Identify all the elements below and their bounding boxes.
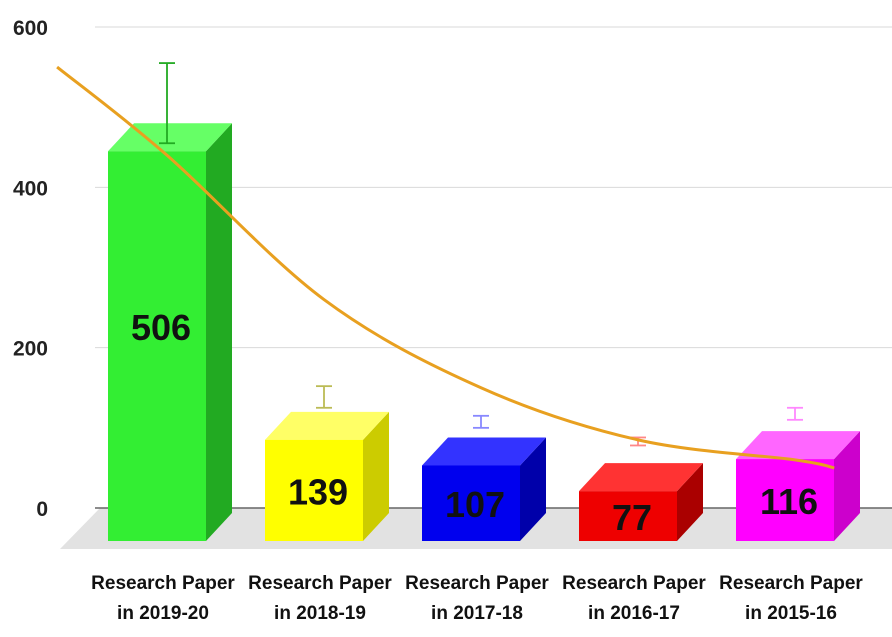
y-tick-label: 200: [13, 338, 48, 361]
bar-top-face: [422, 437, 546, 466]
bar-1: [265, 411, 389, 541]
bar-3: [579, 463, 703, 541]
bar-side-face: [206, 123, 232, 541]
value-label: 107: [445, 484, 505, 525]
y-tick-label: 0: [36, 498, 48, 521]
bar-front-face: [736, 459, 834, 541]
error-bar: [787, 406, 803, 421]
error-bar: [473, 414, 489, 429]
bar-2: [422, 437, 546, 541]
x-category-label: in 2019-20: [117, 603, 209, 624]
bar-side-face: [363, 411, 389, 541]
value-label: 77: [612, 497, 652, 538]
x-category-label: Research Paper: [248, 573, 392, 594]
x-category-label: in 2018-19: [274, 603, 366, 624]
y-tick-label: 400: [13, 177, 48, 200]
bar-4: [736, 431, 860, 541]
value-label: 116: [760, 481, 818, 522]
bar-front-face: [422, 465, 520, 541]
bar-side-face: [677, 463, 703, 541]
x-category-label: Research Paper: [719, 573, 863, 594]
bar-front-face: [265, 439, 363, 541]
trendline: [56, 65, 835, 470]
x-category-label: Research Paper: [91, 573, 235, 594]
bar-top-face: [579, 463, 703, 492]
x-category-label: in 2016-17: [588, 603, 680, 624]
value-label: 139: [288, 471, 348, 512]
bar-front-face: [579, 491, 677, 541]
bar-top-face: [265, 411, 389, 440]
bar-0: [108, 123, 232, 541]
value-label: 506: [131, 307, 191, 348]
bar-front-face: [108, 151, 206, 541]
x-category-label: Research Paper: [405, 573, 549, 594]
x-category-label: in 2017-18: [431, 603, 523, 624]
bar-top-face: [736, 431, 860, 460]
y-tick-label: 600: [13, 17, 48, 40]
bar-side-face: [834, 431, 860, 541]
x-category-label: in 2015-16: [745, 603, 837, 624]
error-bar: [316, 385, 332, 409]
bar-side-face: [520, 437, 546, 541]
x-category-label: Research Paper: [562, 573, 706, 594]
error-bar: [159, 62, 175, 145]
